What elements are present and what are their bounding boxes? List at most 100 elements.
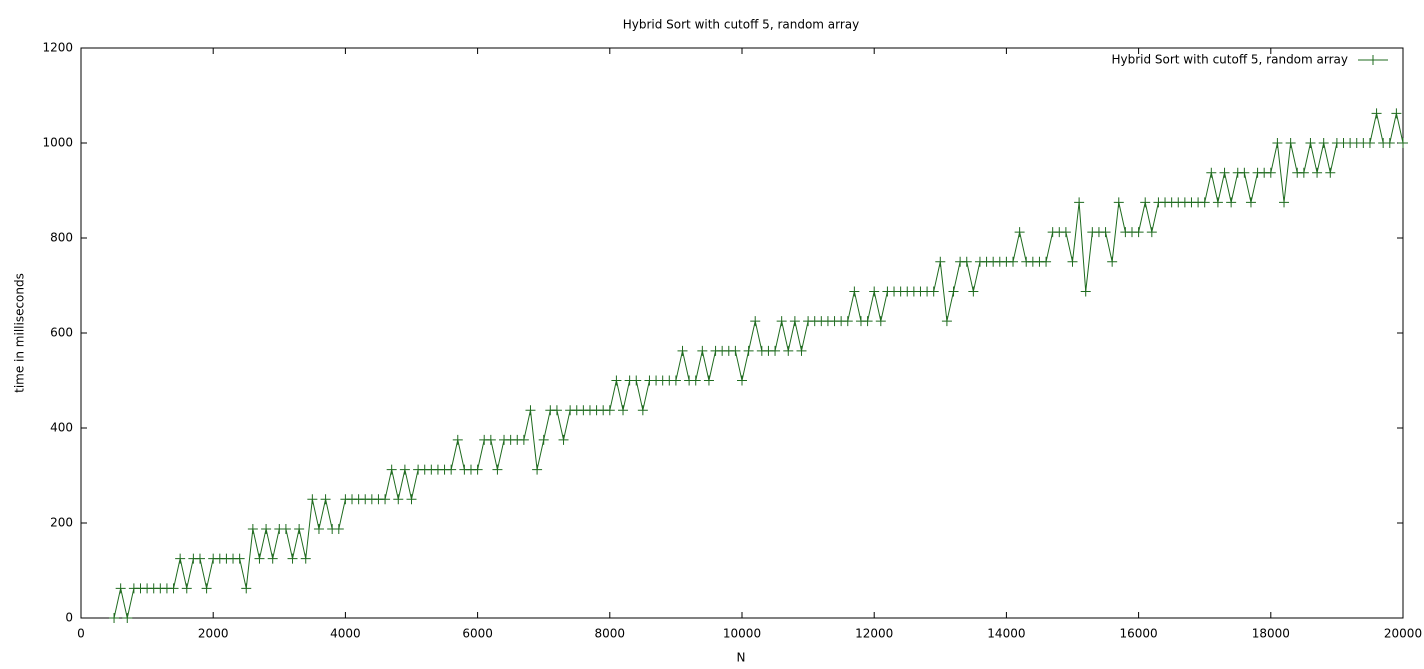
x-tick-label: 2000 <box>198 627 229 641</box>
point-marker <box>1371 108 1382 119</box>
point-marker <box>862 316 873 327</box>
point-marker <box>558 434 569 445</box>
point-marker <box>637 405 648 416</box>
x-tick-label: 12000 <box>855 627 893 641</box>
point-marker <box>1325 167 1336 178</box>
x-tick-label: 18000 <box>1252 627 1290 641</box>
point-marker <box>1272 138 1283 148</box>
point-marker <box>1364 138 1375 148</box>
point-marker <box>743 345 754 356</box>
point-marker <box>737 375 747 386</box>
point-marker <box>1398 138 1408 148</box>
point-marker <box>393 494 404 505</box>
point-marker <box>730 345 741 356</box>
point-marker <box>703 375 714 386</box>
y-tick-label: 0 <box>65 611 73 625</box>
point-marker <box>935 256 946 267</box>
point-marker <box>399 464 410 475</box>
point-marker <box>1239 167 1250 178</box>
point-marker <box>842 316 853 327</box>
point-marker <box>928 286 939 297</box>
point-marker <box>1219 167 1230 178</box>
y-tick-label: 200 <box>50 516 73 530</box>
point-marker <box>551 405 562 416</box>
y-tick-label: 600 <box>50 326 73 340</box>
point-marker <box>875 316 886 327</box>
x-axis-label: N <box>737 651 746 665</box>
point-marker <box>697 345 708 356</box>
point-marker <box>1305 138 1316 148</box>
y-tick-label: 1000 <box>42 136 73 150</box>
point-marker <box>1212 197 1223 208</box>
point-marker <box>313 523 324 534</box>
point-marker <box>234 553 245 564</box>
legend-marker <box>1368 55 1378 65</box>
point-marker <box>333 523 344 534</box>
point-marker <box>247 523 258 534</box>
point-marker <box>168 583 179 594</box>
point-marker <box>1080 286 1091 297</box>
chart-title: Hybrid Sort with cutoff 5, random array <box>623 18 860 32</box>
point-marker <box>538 434 549 445</box>
point-marker <box>670 375 681 386</box>
point-marker <box>532 464 543 475</box>
y-axis-label: time in milliseconds <box>13 273 27 393</box>
point-marker <box>1226 197 1237 208</box>
point-marker <box>948 286 959 297</box>
point-marker <box>1107 256 1118 267</box>
point-marker <box>201 583 212 594</box>
point-marker <box>1285 138 1296 148</box>
point-marker <box>406 494 417 505</box>
point-marker <box>750 316 761 327</box>
point-marker <box>690 375 701 386</box>
point-marker <box>485 434 496 445</box>
y-tick-label: 400 <box>50 421 73 435</box>
point-marker <box>1100 227 1111 238</box>
x-tick-label: 6000 <box>462 627 493 641</box>
point-marker <box>869 286 880 297</box>
point-marker <box>386 464 397 475</box>
point-marker <box>109 613 120 623</box>
point-marker <box>677 345 688 356</box>
point-marker <box>941 316 952 327</box>
point-marker <box>194 553 205 564</box>
point-marker <box>1140 197 1151 208</box>
point-marker <box>492 464 503 475</box>
point-marker <box>783 345 794 356</box>
x-tick-label: 14000 <box>987 627 1025 641</box>
point-marker <box>1074 197 1085 208</box>
point-marker <box>280 523 291 534</box>
point-marker <box>115 583 126 594</box>
point-marker <box>320 494 331 505</box>
point-marker <box>1391 108 1402 119</box>
point-marker <box>122 613 133 623</box>
legend-label: Hybrid Sort with cutoff 5, random array <box>1111 53 1348 67</box>
point-marker <box>446 464 457 475</box>
point-marker <box>300 553 311 564</box>
x-tick-label: 10000 <box>723 627 761 641</box>
point-marker <box>1279 197 1290 208</box>
point-marker <box>1014 227 1025 238</box>
y-tick-label: 1200 <box>42 41 73 55</box>
point-marker <box>1041 256 1052 267</box>
point-marker <box>1245 197 1256 208</box>
point-marker <box>1384 138 1395 148</box>
point-marker <box>631 375 642 386</box>
point-marker <box>287 553 298 564</box>
point-marker <box>604 405 615 416</box>
x-tick-label: 16000 <box>1120 627 1158 641</box>
point-marker <box>294 523 305 534</box>
x-tick-label: 8000 <box>595 627 626 641</box>
point-marker <box>307 494 318 505</box>
y-tick-label: 800 <box>50 231 73 245</box>
point-marker <box>1199 197 1210 208</box>
point-marker <box>181 583 192 594</box>
point-marker <box>175 553 186 564</box>
point-marker <box>849 286 860 297</box>
x-tick-label: 4000 <box>330 627 361 641</box>
point-marker <box>472 464 483 475</box>
point-marker <box>618 405 629 416</box>
point-marker <box>1298 167 1309 178</box>
point-marker <box>789 316 800 327</box>
